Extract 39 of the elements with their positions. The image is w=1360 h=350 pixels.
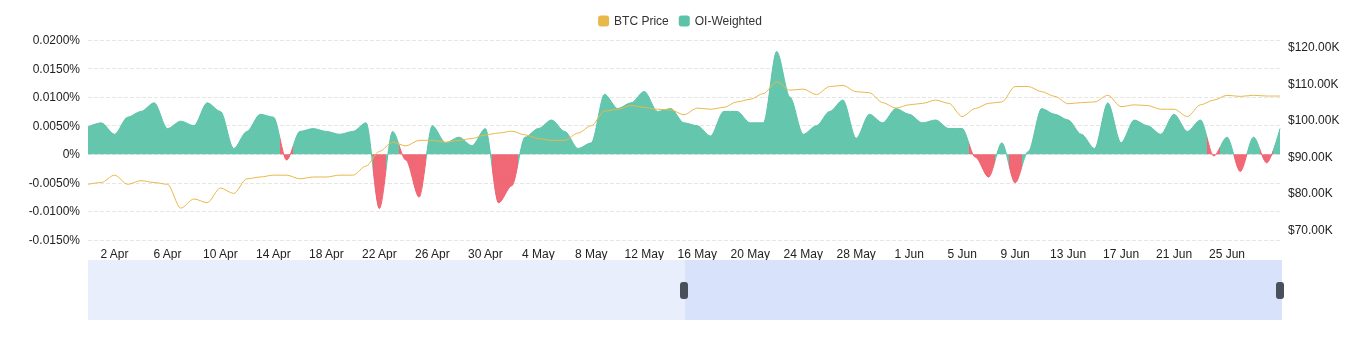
x-tick-label: 9 Jun <box>1000 247 1030 261</box>
y-tick-label: 0% <box>62 147 81 162</box>
x-tick-label: 10 Apr <box>203 247 238 261</box>
y2-tick-label: $110.00K <box>1288 76 1339 91</box>
x-tick-label: 13 Jun <box>1050 247 1087 261</box>
line-series <box>87 81 1281 209</box>
x-tick-label: 1 Jun <box>894 247 924 261</box>
y-tick-label: 0.0200% <box>32 33 81 47</box>
x-tick-label: 18 Apr <box>309 247 344 261</box>
y2-tick-label: $100.00K <box>1288 113 1340 128</box>
x-tick-label: 30 Apr <box>467 247 503 261</box>
x-tick-label: 16 May <box>677 247 717 261</box>
x-tick-label: 14 Apr <box>256 247 291 261</box>
x-tick-label: 24 May <box>783 247 823 261</box>
y-tick-label: 0.0050% <box>32 118 81 133</box>
legend-label: OI-Weighted <box>694 14 762 28</box>
y2-tick-label: $90.00K <box>1288 149 1333 164</box>
y2-tick-label: $80.00K <box>1288 186 1333 201</box>
y2-tick-label: $70.00K <box>1288 223 1333 238</box>
x-tick-label: 28 May <box>836 247 876 261</box>
y2-tick-label: $120.00K <box>1288 39 1340 54</box>
x-tick-label: 4 May <box>521 247 555 261</box>
x-tick-label: 6 Apr <box>153 247 182 261</box>
x-tick-label: 8 May <box>574 247 608 261</box>
y-tick-label: -0.0050% <box>28 175 81 190</box>
y-tick-label: -0.0100% <box>28 204 81 219</box>
x-tick-label: 26 Apr <box>415 247 450 261</box>
x-tick-label: 25 Jun <box>1209 247 1246 261</box>
x-tick-label: 5 Jun <box>947 247 977 261</box>
y-tick-label: -0.0150% <box>28 233 81 247</box>
x-tick-label: 20 May <box>730 247 770 261</box>
x-tick-label: 22 Apr <box>362 247 397 261</box>
y-tick-label: 0.0150% <box>32 61 81 76</box>
legend-label: BTC Price <box>614 14 670 28</box>
x-tick-label: 21 Jun <box>1156 247 1193 261</box>
y-tick-label: 0.0100% <box>32 90 81 105</box>
x-tick-label: 17 Jun <box>1103 247 1140 261</box>
x-tick-label: 2 Apr <box>100 247 129 261</box>
x-tick-label: 12 May <box>624 247 664 261</box>
